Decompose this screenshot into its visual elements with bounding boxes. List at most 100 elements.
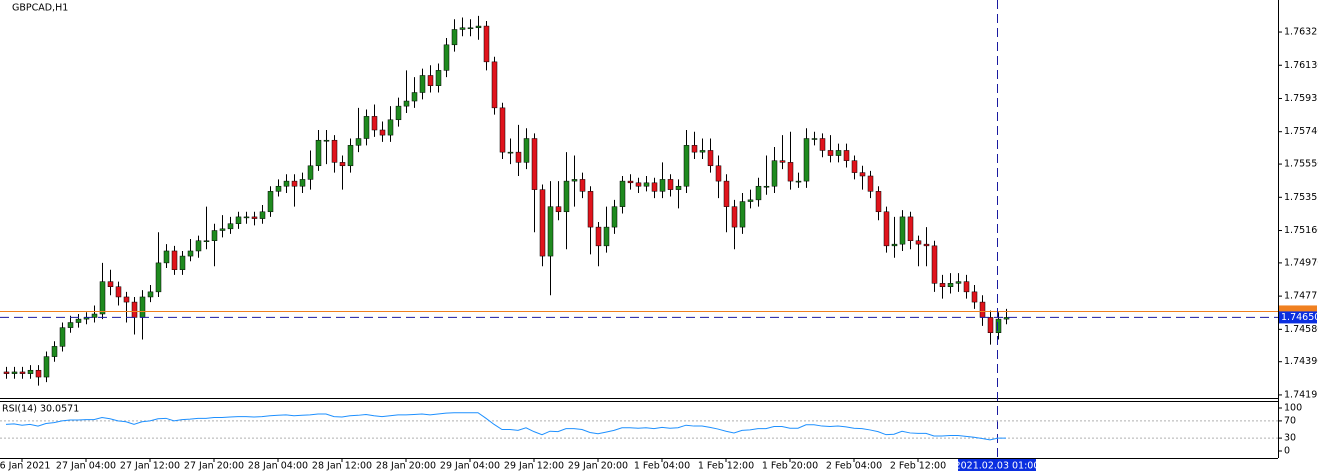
x-tick-label: 29 Jan 12:00	[504, 461, 564, 471]
candle-body	[947, 283, 954, 287]
candle-body	[27, 369, 34, 374]
candle-body	[643, 182, 650, 187]
y-tick-label: 70	[1284, 415, 1296, 426]
x-tick-label: 27 Jan 04:00	[56, 461, 116, 471]
candle-body	[507, 151, 514, 154]
candle-body	[819, 138, 826, 151]
x-tick-label: 26 Jan 2021	[0, 461, 50, 471]
candle-body	[971, 291, 978, 303]
candle-body	[611, 206, 618, 228]
candle-body	[707, 150, 714, 167]
candle-body	[387, 119, 394, 136]
candle-body	[547, 206, 554, 257]
candle-body	[299, 179, 306, 187]
x-tick-label: 29 Jan 20:00	[568, 461, 628, 471]
y-tick-label: 1.74390	[1284, 356, 1318, 367]
candle-body	[987, 317, 994, 333]
chart-title: GBPCAD,H1	[12, 3, 68, 14]
candle-body	[435, 70, 442, 86]
candle-body	[915, 240, 922, 245]
candle-body	[331, 139, 338, 163]
candle-body	[499, 107, 506, 153]
y-tick-label: 1.75550	[1284, 159, 1318, 170]
candle-body	[675, 185, 682, 190]
x-tick-label: 1 Feb 20:00	[762, 461, 818, 471]
candle-body	[451, 29, 458, 46]
candle-body	[835, 150, 842, 156]
candle-body	[155, 262, 162, 293]
y-tick-label: 1.76130	[1284, 60, 1318, 71]
rsi-title: RSI(14) 30.0571	[2, 404, 79, 415]
candle-body	[595, 226, 602, 247]
candle-body	[19, 371, 26, 374]
y-tick-label: 1.74195	[1284, 389, 1318, 400]
candle-body	[411, 92, 418, 102]
candle-body	[315, 139, 322, 167]
candle-body	[363, 116, 370, 139]
candle-body	[355, 138, 362, 146]
candle-body	[515, 151, 522, 163]
candle-body	[651, 182, 658, 192]
candle-body	[59, 327, 66, 347]
candle-body	[291, 180, 298, 187]
candle-body	[715, 165, 722, 182]
candle-body	[963, 281, 970, 293]
candle-body	[667, 179, 674, 190]
candle-body	[923, 243, 930, 247]
candle-body	[955, 281, 962, 284]
candle-body	[763, 185, 770, 188]
candle-body	[99, 281, 106, 315]
candle-body	[899, 216, 906, 245]
ask-box	[1279, 305, 1317, 316]
candle-body	[723, 180, 730, 207]
candle-body	[859, 172, 866, 177]
y-tick-label: 1.74970	[1284, 257, 1318, 268]
candle-body	[627, 180, 634, 184]
y-tick-label: 1.74580	[1284, 324, 1318, 335]
candle-body	[875, 191, 882, 213]
y-tick-label: 30	[1284, 433, 1296, 444]
x-tick-label: 28 Jan 04:00	[248, 461, 308, 471]
candle-body	[939, 283, 946, 287]
candle-body	[995, 318, 1002, 333]
crosshair-time-label: 2021.02.03 01:00	[955, 461, 1040, 471]
x-tick-label: 1 Feb 04:00	[634, 461, 690, 471]
candle-body	[307, 165, 314, 180]
candle-body	[35, 369, 42, 378]
candle-body	[243, 216, 250, 219]
candle-body	[259, 211, 266, 219]
candle-body	[523, 138, 530, 163]
candle-body	[3, 371, 10, 374]
candle-body	[323, 139, 330, 142]
candle-body	[403, 100, 410, 107]
candle-body	[843, 150, 850, 161]
x-tick-label: 1 Feb 12:00	[698, 461, 754, 471]
candle-body	[427, 75, 434, 86]
y-tick-label: 1.74775	[1284, 291, 1318, 302]
candle-body	[683, 145, 690, 187]
y-tick-label: 1.75740	[1284, 126, 1318, 137]
candle-body	[459, 27, 466, 30]
candle-body	[147, 291, 154, 298]
candle-body	[851, 160, 858, 173]
candle-body	[531, 138, 538, 190]
candle-body	[43, 356, 50, 378]
candle-body	[483, 25, 490, 63]
candle-body	[907, 216, 914, 241]
candle-body	[195, 240, 202, 252]
candle-body	[579, 179, 586, 192]
candle-body	[931, 245, 938, 284]
candle-body	[811, 138, 818, 140]
x-tick-label: 2 Feb 04:00	[826, 461, 882, 471]
candle-body	[803, 138, 810, 182]
candle-body	[891, 243, 898, 247]
candle-body	[75, 318, 82, 323]
bid-box	[1279, 311, 1317, 324]
candle-body	[235, 216, 242, 224]
candle-body	[419, 75, 426, 93]
x-tick-label: 29 Jan 04:00	[440, 461, 500, 471]
candle-body	[771, 160, 778, 187]
candle-body	[467, 27, 474, 30]
